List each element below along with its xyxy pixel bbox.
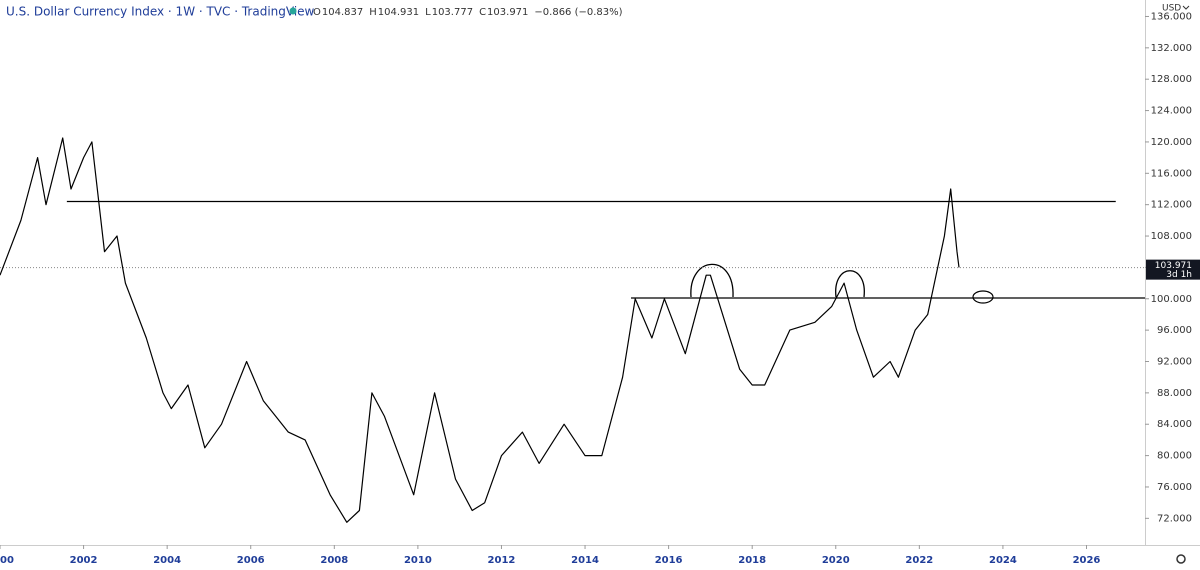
y-tick-label: 84.000 <box>1157 419 1192 430</box>
y-tick-label: 116.000 <box>1151 168 1192 179</box>
y-tick-label: 108.000 <box>1151 231 1192 242</box>
settings-icon[interactable] <box>1176 554 1186 564</box>
x-tick-label: 2004 <box>153 555 181 566</box>
y-tick-label: 100.000 <box>1151 294 1192 305</box>
last-price-box <box>1146 259 1200 280</box>
y-tick-label: 124.000 <box>1151 106 1192 117</box>
y-tick-label: 92.000 <box>1157 357 1192 368</box>
x-tick-label: 2018 <box>738 555 766 566</box>
x-tick-label: 2000 <box>0 555 14 566</box>
ohlc-label: H <box>369 7 377 18</box>
ohlc-legend: O 104.837 H 104.931 L 103.777 C 103.971 −0.866 (… <box>313 7 623 18</box>
x-tick-label: 2008 <box>320 555 348 566</box>
y-tick-label: 120.000 <box>1151 137 1192 148</box>
change: −0.866 (−0.83%) <box>534 7 622 18</box>
currency-arrow[interactable] <box>1182 5 1190 10</box>
y-tick-label: 132.000 <box>1151 43 1192 54</box>
ohlc-label: L <box>425 7 431 18</box>
last-price-label: 103.971 <box>1155 261 1192 271</box>
ohlc-value: 103.971 <box>487 7 528 18</box>
countdown: 3d 1h <box>1166 270 1192 280</box>
y-tick-label: 76.000 <box>1157 482 1192 493</box>
hand-drawn-arc <box>835 270 865 298</box>
x-tick-label: 2010 <box>404 555 432 566</box>
ohlc-value: 103.777 <box>432 7 473 18</box>
y-tick-label: 80.000 <box>1157 451 1192 462</box>
status-dot <box>289 7 297 15</box>
x-tick-label: 2022 <box>905 555 933 566</box>
ohlc-value: 104.837 <box>322 7 363 18</box>
x-tick-label: 2006 <box>237 555 265 566</box>
y-tick-label: 88.000 <box>1157 388 1192 399</box>
ohlc-value: 104.931 <box>378 7 419 18</box>
x-tick-label: 2012 <box>488 555 516 566</box>
price-line <box>0 137 960 523</box>
y-tick-label: 128.000 <box>1151 74 1192 85</box>
y-tick-label: 72.000 <box>1157 513 1192 524</box>
y-tick-label: 112.000 <box>1151 200 1192 211</box>
y-tick-label: 136.000 <box>1151 11 1192 22</box>
ohlc-label: C <box>479 7 486 18</box>
y-tick-label: 96.000 <box>1157 325 1192 336</box>
x-tick-label: 2002 <box>70 555 98 566</box>
chart-title: U.S. Dollar Currency Index · 1W · TVC · … <box>6 5 315 19</box>
x-tick-label: 2020 <box>822 555 850 566</box>
x-tick-label: 2024 <box>989 555 1017 566</box>
hand-drawn-circle <box>972 290 994 304</box>
hand-drawn-arc <box>690 263 734 298</box>
currency[interactable]: USD <box>1162 4 1181 14</box>
x-tick-label: 2014 <box>571 555 599 566</box>
x-tick-label: 2016 <box>655 555 683 566</box>
x-tick-label: 2026 <box>1073 555 1101 566</box>
ohlc-label: O <box>313 7 321 18</box>
